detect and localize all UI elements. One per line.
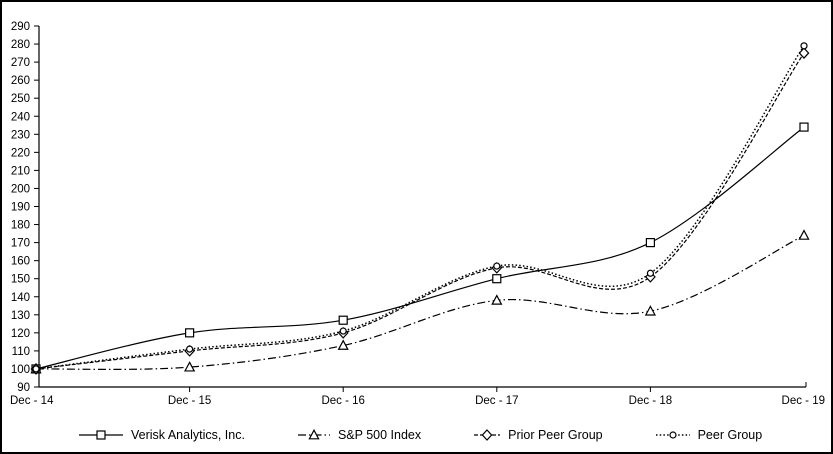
series-prior-peer-group [30,47,810,375]
square-marker [338,315,348,325]
y-tick-label: 130 [11,310,30,322]
y-axis: 90 100 110 120 130 140 150 160 170 180 190 200 210 22… [11,21,40,394]
y-tick-label: 90 [17,382,30,394]
x-tick-label: Dec - 16 [321,395,364,407]
legend-item-peer-group: Peer Group [655,428,763,442]
legend-marker-square-solid-line [79,430,123,440]
y-tick-label: 270 [11,57,30,69]
square-marker [645,238,656,248]
y-tick-label: 150 [11,274,30,286]
square-marker [185,328,195,338]
legend-item-verisk: Verisk Analytics, Inc. [78,428,245,442]
series-peer-group [32,42,808,373]
legend-marker-triangle-dashdot-line [297,429,330,440]
y-tick-label: 230 [11,129,30,141]
y-tick-label: 140 [11,292,30,304]
y-tick-label: 100 [11,364,30,376]
triangle-marker [183,361,196,372]
x-tick-label: Dec - 14 [10,395,54,407]
series-s-p-500-index [30,229,810,374]
circle-marker [646,269,655,277]
x-axis: Dec - 14 Dec - 15 Dec - 16 Dec - 17 Dec - 18… [10,382,825,407]
x-tick-label: Dec - 17 [475,395,518,407]
x-tick-label: Dec - 15 [168,395,211,407]
y-tick-label: 210 [11,165,30,177]
circle-marker [493,262,501,270]
legend-item-prior-peer-group: Prior Peer Group [473,428,603,442]
y-tick-label: 190 [11,202,30,214]
y-tick-label: 200 [11,183,30,195]
triangle-marker [644,305,657,316]
y-tick-label: 250 [11,93,30,105]
triangle-marker [337,339,349,350]
legend-marker-circle-dotted-line [655,431,690,439]
diamond-marker [481,429,493,441]
y-tick-label: 110 [12,346,30,358]
triangle-marker [308,429,320,440]
circle-marker [668,431,677,439]
square-marker [96,430,106,440]
y-tick-label: 280 [11,39,30,51]
x-tick-label: Dec - 18 [629,395,672,407]
y-tick-label: 170 [11,238,30,250]
legend-label: S&P 500 Index [337,428,422,442]
square-marker [799,122,809,132]
triangle-marker [491,294,503,305]
series-verisk-analytics-inc [31,122,809,374]
circle-marker [32,365,40,373]
circle-marker [339,327,347,335]
x-tick-label: Dec - 19 [782,395,825,407]
y-tick-label: 180 [11,220,30,232]
y-tick-label: 260 [11,75,30,87]
legend-label: Peer Group [697,428,763,442]
y-tick-label: 220 [11,147,30,159]
performance-line-chart: 90 100 110 120 130 140 150 160 170 180 190 200 210 22… [10,21,825,407]
legend-item-sp500: S&P 500 Index [297,428,421,442]
legend-label: Verisk Analytics, Inc. [131,428,245,442]
triangle-marker [798,229,810,240]
chart-legend: Verisk Analytics, Inc. S&P 500 Index Pri… [2,420,831,450]
y-tick-label: 290 [11,21,30,33]
circle-marker [800,42,808,50]
y-tick-label: 240 [11,111,30,123]
circle-marker [186,345,194,353]
legend-label: Prior Peer Group [508,428,603,442]
diamond-marker [798,47,810,59]
square-marker [492,274,502,284]
y-tick-label: 120 [11,328,30,340]
legend-marker-diamond-dashed-line [474,429,501,441]
y-tick-label: 160 [11,256,30,268]
